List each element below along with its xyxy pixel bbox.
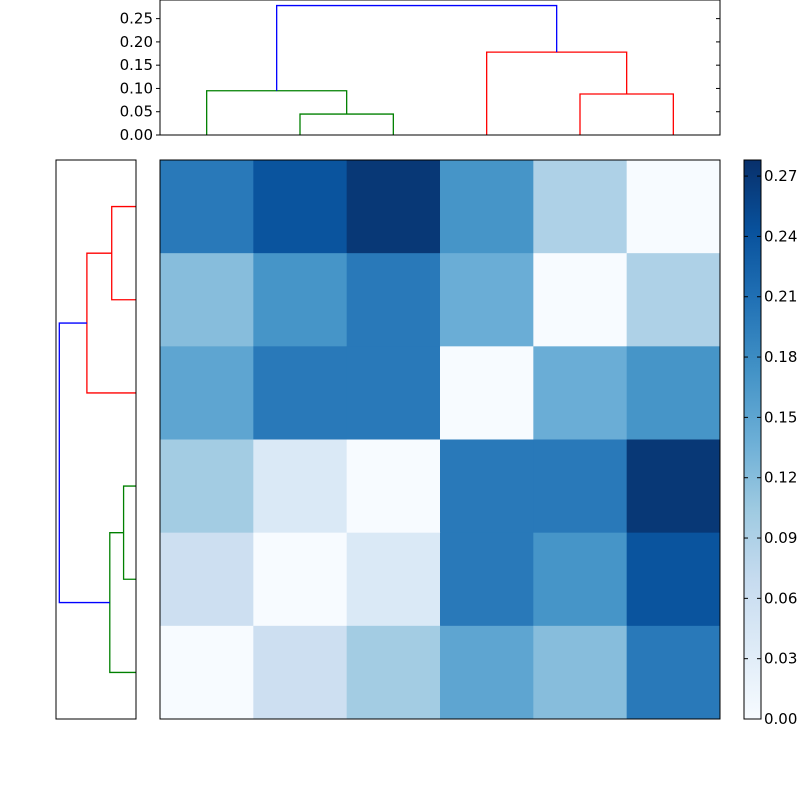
colorbar-tick-label: 0.06	[764, 589, 797, 607]
heatmap-cell-r0-c1	[253, 160, 348, 254]
top-dendrogram-frame	[159, 0, 721, 136]
heatmap-cells	[160, 160, 721, 720]
heatmap-cell-r0-c3	[440, 160, 534, 254]
left-dendrogram	[55, 159, 137, 720]
left-dendrogram-frame	[55, 159, 137, 720]
heatmap-cell-r1-c1	[253, 253, 348, 347]
heatmap-frame	[159, 159, 721, 720]
left-dendrogram-link-4	[58, 322, 110, 604]
heatmap-cell-r0-c4	[533, 160, 628, 254]
colorbar-tick-label: 0.12	[764, 469, 797, 487]
colorbar-tick-label: 0.24	[764, 227, 797, 245]
heatmap-cell-r4-c2	[346, 532, 441, 627]
heatmap-cell-r5-c1	[253, 625, 348, 720]
heatmap-cell-r2-c3	[440, 346, 534, 440]
heatmap-cell-r4-c4	[533, 532, 628, 627]
heatmap-cell-r1-c2	[346, 253, 441, 347]
colorbar-tick-label: 0.18	[764, 348, 797, 366]
top-y-tick-label: 0.10	[120, 79, 153, 97]
heatmap-cell-r1-c4	[533, 253, 628, 347]
heatmap-cell-r3-c2	[346, 439, 441, 534]
top-y-tick-label: 0.05	[120, 103, 153, 121]
colorbar-ticks: 0.00 0.03 0.06 0.09 0.12 0.15 0.18 0.21 0.24 0.27	[744, 167, 797, 728]
top-y-tick-label: 0.15	[120, 56, 153, 74]
heatmap-cell-r5-c0	[160, 625, 254, 720]
heatmap-cell-r4-c3	[440, 532, 534, 627]
left-dendrogram-links	[58, 205, 136, 674]
heatmap	[159, 159, 721, 720]
heatmap-cell-r3-c5	[626, 439, 721, 534]
colorbar-tick-label: 0.00	[764, 710, 797, 728]
left-dendrogram-link-3	[109, 532, 136, 674]
left-dendrogram-link-0	[111, 205, 136, 301]
top-y-tick-label: 0.00	[120, 126, 153, 144]
colorbar-tick-label: 0.03	[764, 650, 797, 668]
heatmap-cell-r0-c0	[160, 160, 254, 254]
left-dendrogram-link-2	[122, 485, 136, 580]
colorbar-tick-label: 0.27	[764, 167, 797, 185]
heatmap-cell-r5-c5	[626, 625, 721, 720]
heatmap-cell-r0-c2	[346, 160, 441, 254]
heatmap-cell-r3-c4	[533, 439, 628, 534]
top-dendrogram: 0.00 0.05 0.10 0.15 0.20 0.25	[120, 0, 721, 144]
heatmap-cell-r4-c1	[253, 532, 348, 627]
heatmap-cell-r1-c5	[626, 253, 721, 347]
top-dendrogram-link-1	[206, 90, 348, 135]
heatmap-cell-r3-c0	[160, 439, 254, 534]
heatmap-cell-r2-c1	[253, 346, 348, 440]
heatmap-cell-r5-c2	[346, 625, 441, 720]
heatmap-cell-r1-c0	[160, 253, 254, 347]
colorbar-tick-label: 0.09	[764, 529, 797, 547]
heatmap-cell-r4-c5	[626, 532, 721, 627]
heatmap-cell-r5-c4	[533, 625, 628, 720]
heatmap-cell-r2-c5	[626, 346, 721, 440]
heatmap-cell-r0-c5	[626, 160, 721, 254]
top-dendrogram-link-2	[579, 93, 674, 135]
colorbar-tick-label: 0.21	[764, 288, 797, 306]
colorbar: 0.00 0.03 0.06 0.09 0.12 0.15 0.18 0.21 0.24 0.27	[743, 159, 797, 728]
heatmap-cell-r3-c3	[440, 439, 534, 534]
heatmap-cell-r4-c0	[160, 532, 254, 627]
top-dendrogram-y-ticks: 0.00 0.05 0.10 0.15 0.20 0.25	[120, 10, 720, 144]
heatmap-cell-r2-c2	[346, 346, 441, 440]
top-dendrogram-link-4	[276, 4, 558, 91]
top-dendrogram-links	[206, 4, 674, 135]
top-dendrogram-link-0	[299, 113, 394, 135]
top-y-tick-label: 0.20	[120, 33, 153, 51]
heatmap-cell-r2-c0	[160, 346, 254, 440]
colorbar-tick-label: 0.15	[764, 408, 797, 426]
heatmap-cell-r5-c3	[440, 625, 534, 720]
heatmap-cell-r2-c4	[533, 346, 628, 440]
colorbar-gradient	[743, 159, 762, 720]
heatmap-cell-r3-c1	[253, 439, 348, 534]
top-y-tick-label: 0.25	[120, 10, 153, 28]
heatmap-cell-r1-c3	[440, 253, 534, 347]
